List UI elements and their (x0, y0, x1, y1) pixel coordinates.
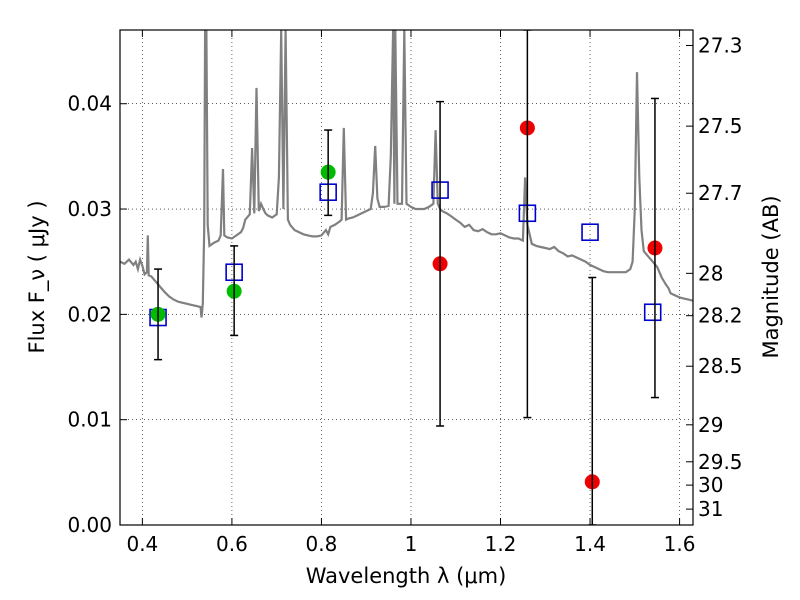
x-axis-label: Wavelength λ (μm) (306, 564, 507, 588)
plot-area (120, 30, 693, 525)
y-tick-label: 0.00 (67, 513, 112, 537)
y2-tick-label: 27.5 (698, 114, 743, 138)
axis-ticks: 0.4 0.6 0.8 1 1.2 1.4 1.6 0.00 0.01 0.02 0.03 0.04 2… (67, 30, 743, 556)
plot-frame (119, 29, 694, 526)
y-axis-label: Flux F_ν ( μJy ) (25, 200, 50, 353)
x-tick-label: 1.4 (574, 532, 606, 556)
model-square-marker (581, 223, 599, 242)
y2-tick-label: 27.3 (698, 33, 743, 57)
y-tick-label: 0.03 (67, 197, 112, 221)
model-square-marker (643, 303, 662, 322)
y2-tick-label: 27.7 (698, 181, 743, 205)
y2-tick-label: 28.5 (698, 354, 743, 378)
y2-tick-label: 30 (698, 473, 723, 497)
x-tick-label: 1 (405, 532, 418, 556)
y-tick-label: 0.02 (67, 302, 112, 326)
y2-axis-label: Magnitude (AB) (759, 195, 783, 358)
y-tick-label: 0.04 (67, 92, 112, 116)
model-spectrum-line (120, 30, 693, 318)
y2-tick-label: 28.2 (698, 304, 743, 328)
grid (120, 30, 693, 526)
x-tick-label: 0.4 (126, 532, 158, 556)
x-tick-label: 1.2 (485, 532, 517, 556)
x-tick-label: 1.6 (664, 532, 696, 556)
y2-tick-label: 29.5 (698, 450, 743, 474)
y-tick-label: 0.01 (67, 408, 112, 432)
x-tick-label: 0.8 (306, 532, 338, 556)
x-tick-label: 0.6 (216, 532, 248, 556)
y2-tick-label: 29 (698, 413, 723, 437)
y2-tick-label: 31 (698, 497, 723, 521)
y2-tick-label: 28 (698, 261, 723, 285)
